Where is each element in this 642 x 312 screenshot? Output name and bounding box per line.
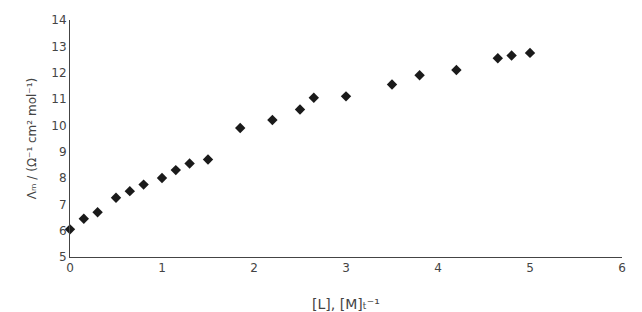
svg-text:3: 3 [342, 261, 350, 275]
svg-text:14: 14 [51, 13, 66, 27]
svg-text:9: 9 [59, 145, 67, 159]
svg-text:6: 6 [59, 224, 67, 238]
svg-text:10: 10 [51, 119, 66, 133]
svg-text:4: 4 [434, 261, 442, 275]
svg-text:1: 1 [158, 261, 166, 275]
svg-text:2: 2 [250, 261, 258, 275]
svg-text:7: 7 [59, 198, 67, 212]
svg-text:8: 8 [59, 171, 67, 185]
svg-text:6: 6 [618, 261, 626, 275]
svg-text:[L], [M]ₜ⁻¹: [L], [M]ₜ⁻¹ [312, 296, 380, 312]
svg-text:13: 13 [51, 40, 66, 54]
svg-text:5: 5 [526, 261, 534, 275]
svg-text:12: 12 [51, 66, 66, 80]
svg-text:5: 5 [59, 250, 67, 264]
svg-text:11: 11 [51, 92, 66, 106]
svg-text:Λₘ / (Ω⁻¹ cm² mol⁻¹): Λₘ / (Ω⁻¹ cm² mol⁻¹) [25, 78, 39, 199]
svg-text:0: 0 [66, 261, 74, 275]
